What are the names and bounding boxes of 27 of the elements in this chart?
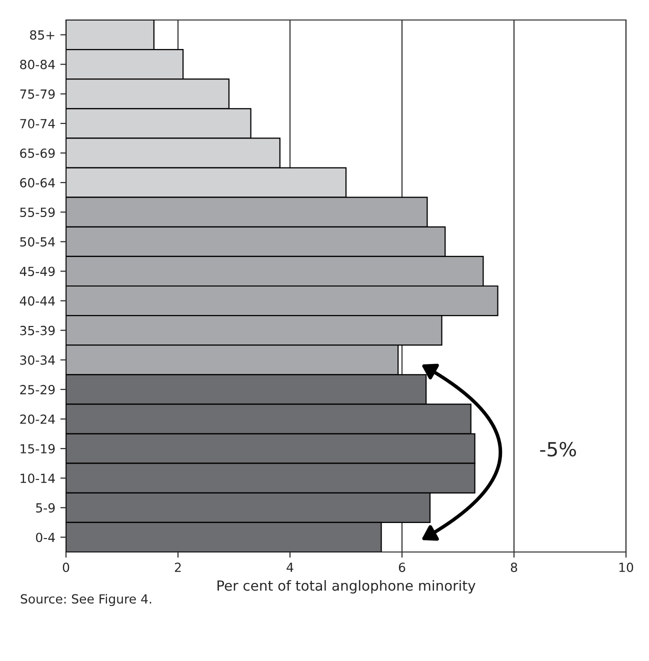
y-tick-label: 50-54 bbox=[20, 237, 55, 247]
y-tick-label: 20-24 bbox=[20, 414, 55, 424]
y-tick-label: 0-4 bbox=[36, 532, 55, 542]
y-tick-label: 15-19 bbox=[20, 444, 55, 454]
y-tick-label: 75-79 bbox=[20, 89, 55, 99]
y-tick-label: 85+ bbox=[30, 30, 54, 40]
source-note: Source: See Figure 4. bbox=[20, 594, 152, 606]
x-tick-label: 8 bbox=[510, 562, 518, 572]
y-tick-label: 5-9 bbox=[36, 503, 55, 513]
y-tick-label: 65-69 bbox=[20, 148, 55, 158]
y-tick-label: 10-14 bbox=[20, 474, 55, 484]
y-tick-label: 30-34 bbox=[20, 355, 55, 365]
y-tick-label: 55-59 bbox=[20, 208, 55, 218]
x-tick-label: 10 bbox=[619, 562, 634, 572]
y-tick-label: 45-49 bbox=[20, 266, 55, 276]
y-tick-label: 70-74 bbox=[20, 118, 55, 128]
x-tick-label: 6 bbox=[398, 562, 406, 572]
x-tick-label: 4 bbox=[286, 562, 294, 572]
annotation: -5% bbox=[540, 442, 576, 457]
y-tick-label: 40-44 bbox=[20, 296, 55, 306]
x-axis-title: Per cent of total anglophone minority bbox=[218, 580, 476, 594]
y-tick-label: 25-29 bbox=[20, 384, 55, 394]
y-tick-label: 80-84 bbox=[20, 60, 55, 70]
y-tick-label: 60-64 bbox=[20, 178, 55, 188]
y-tick-label: 35-39 bbox=[20, 326, 55, 336]
x-tick-label: 0 bbox=[62, 562, 70, 572]
x-tick-label: 2 bbox=[174, 562, 181, 572]
